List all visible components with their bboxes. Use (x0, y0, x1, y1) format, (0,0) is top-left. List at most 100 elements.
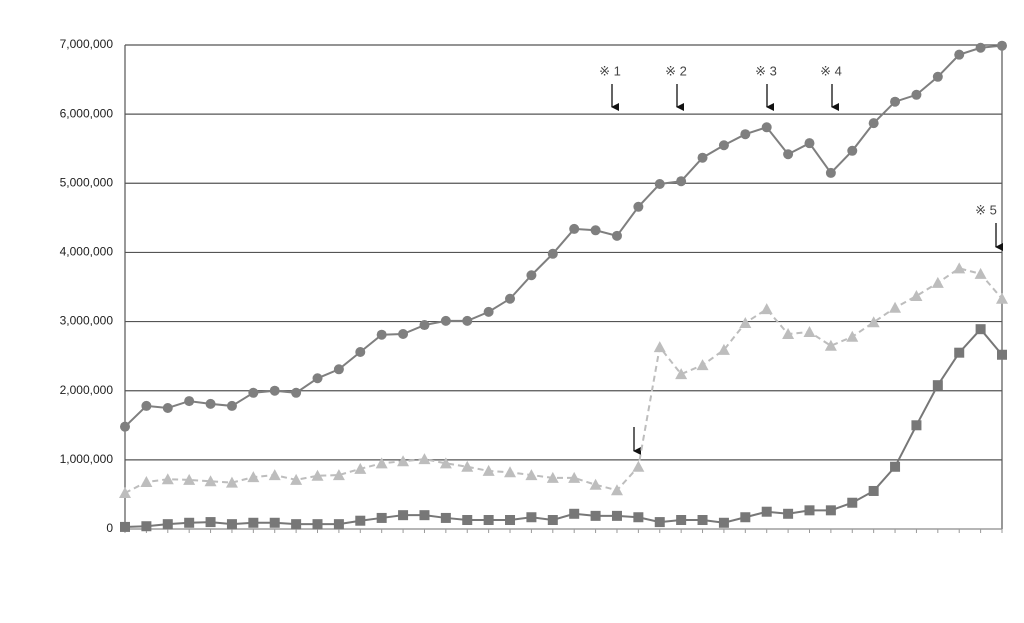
point (183, 473, 196, 485)
point (184, 396, 195, 407)
point (504, 466, 517, 478)
point (140, 475, 153, 487)
y-tick-label: 3,000,000 (60, 314, 114, 328)
point (375, 457, 388, 469)
point (332, 469, 345, 481)
point (269, 385, 280, 396)
annotation: ※ 1 (599, 63, 621, 78)
point (141, 521, 152, 532)
point (120, 521, 130, 532)
series-line (124, 44, 1003, 428)
point (804, 505, 815, 516)
point (398, 329, 409, 340)
point (697, 515, 708, 526)
point (547, 515, 558, 526)
point (226, 519, 237, 530)
point (974, 267, 987, 279)
point (248, 517, 259, 528)
point (525, 469, 538, 481)
point (461, 460, 474, 472)
point (783, 149, 794, 160)
point (505, 515, 516, 526)
point (890, 96, 901, 107)
point (761, 506, 772, 517)
point (248, 387, 259, 398)
point (740, 129, 751, 140)
point (462, 515, 473, 526)
point (804, 138, 815, 149)
point (847, 145, 858, 156)
point (161, 473, 174, 485)
point (633, 512, 644, 523)
point (312, 373, 323, 384)
point (697, 152, 708, 163)
point (226, 400, 237, 411)
y-tick-label: 6,000,000 (60, 106, 114, 120)
point (569, 508, 580, 519)
point (911, 89, 922, 100)
point (825, 167, 836, 178)
point (633, 201, 644, 212)
point (610, 484, 623, 496)
point (931, 276, 944, 288)
point (932, 71, 943, 82)
point (696, 359, 709, 371)
point (718, 140, 729, 151)
point (162, 403, 173, 413)
point (505, 293, 516, 304)
point (568, 471, 581, 483)
point (291, 387, 302, 398)
point (439, 457, 452, 469)
y-tick-label: 1,000,000 (60, 452, 114, 466)
point (312, 519, 323, 530)
point (675, 368, 688, 380)
point (141, 400, 152, 411)
point (205, 517, 216, 528)
point (783, 508, 794, 519)
point (247, 471, 260, 483)
y-tick-label: 5,000,000 (60, 175, 114, 189)
point (205, 398, 216, 409)
point (996, 292, 1008, 304)
point (632, 460, 645, 472)
y-tick-label: 7,000,000 (60, 37, 114, 51)
point (740, 512, 751, 523)
point (419, 320, 430, 331)
annotation: ※ 3 (755, 63, 777, 78)
point (355, 515, 366, 526)
point (440, 512, 451, 523)
point (611, 230, 622, 241)
point (483, 515, 494, 526)
point (546, 471, 559, 483)
point (847, 497, 858, 508)
point (569, 223, 580, 234)
point (355, 346, 366, 357)
point (269, 517, 280, 528)
point (997, 40, 1007, 51)
point (975, 324, 986, 335)
point (975, 42, 986, 53)
point (824, 339, 837, 351)
point (268, 469, 281, 481)
point (418, 453, 431, 465)
point (760, 303, 773, 315)
y-tick-label: 2,000,000 (60, 383, 114, 397)
point (589, 478, 602, 490)
point (162, 519, 173, 530)
point (333, 519, 344, 530)
point (846, 330, 859, 342)
point (953, 262, 966, 274)
point (611, 510, 622, 521)
y-tick-label: 0 (106, 521, 113, 535)
point (910, 289, 923, 301)
point (547, 248, 558, 259)
point (225, 476, 238, 488)
point (825, 505, 836, 516)
point (590, 510, 601, 521)
point (654, 178, 665, 189)
point (590, 225, 601, 236)
annotation: ※ 5 (975, 202, 997, 217)
point (654, 517, 665, 528)
point (890, 461, 901, 472)
